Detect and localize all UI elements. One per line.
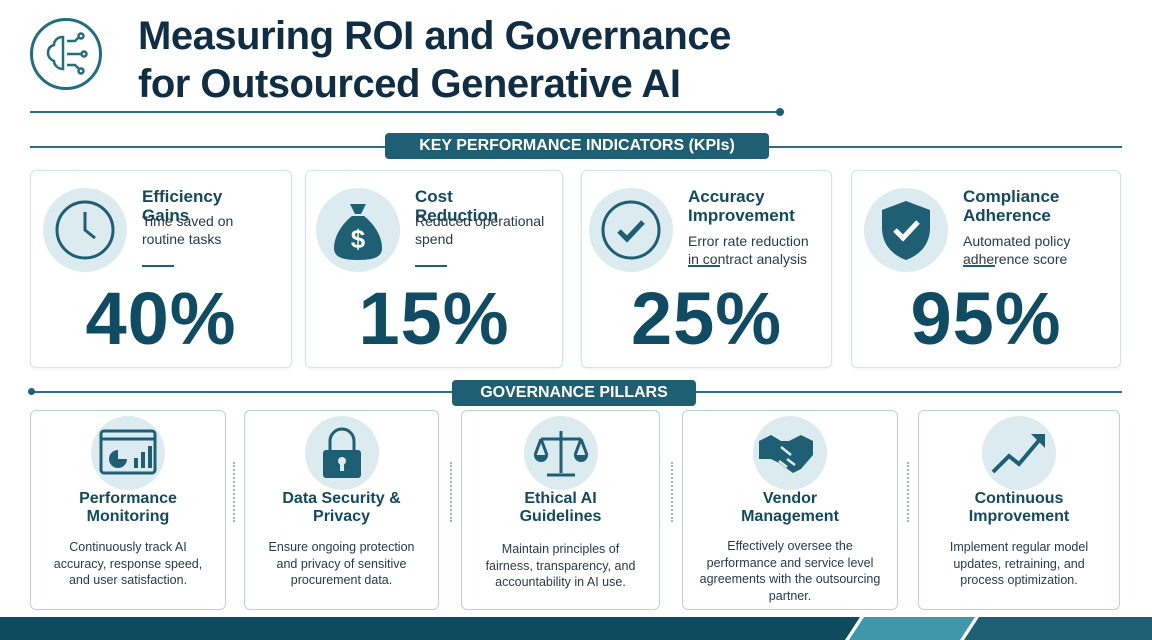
svg-text:$: $ — [351, 224, 366, 254]
lock-icon — [322, 427, 361, 478]
logo — [30, 18, 102, 90]
kpi-title: Efficiency Gains — [142, 187, 223, 225]
pillar-title: Vendor Management — [741, 490, 839, 525]
kpi-accent — [963, 265, 995, 267]
title: Measuring ROI and Governance — [138, 14, 731, 58]
pillar-description: Effectively oversee the performance and … — [699, 539, 881, 603]
section-label: GOVERNANCE PILLARS — [452, 380, 696, 406]
pillar-description: Implement regular model updates, retrain… — [949, 540, 1089, 587]
pillar-title: Performance Monitoring — [79, 490, 177, 525]
kpi-title: Accuracy Improvement — [688, 187, 795, 225]
brain-icon — [46, 32, 88, 75]
shield-icon — [882, 201, 930, 260]
kpi-accent — [415, 265, 447, 267]
footer-stripe — [0, 617, 1152, 640]
trend-icon — [991, 434, 1045, 474]
kpi-value: 25% — [630, 277, 783, 360]
pillar-title: Data Security & Privacy — [282, 490, 401, 525]
icon — [304, 416, 379, 490]
icon — [982, 416, 1056, 490]
dashboard-icon — [99, 429, 157, 475]
pillar-description: Continuously track AI accuracy, response… — [53, 540, 203, 587]
kpi-description: Reduced operational spend — [415, 213, 545, 247]
kpi-value: 95% — [910, 277, 1062, 360]
pillar-title: Continuous Improvement — [968, 490, 1070, 525]
kpi-title: Compliance Adherence — [963, 187, 1060, 225]
separator — [671, 462, 673, 522]
kpi-value: 15% — [358, 277, 510, 360]
kpi-title: Cost Reduction — [415, 187, 499, 225]
divider-dot — [776, 108, 784, 116]
kpi-description: Error rate reduction in contract analysi… — [688, 233, 809, 267]
kpi-accent — [688, 265, 720, 267]
pillar-title: Ethical AI Guidelines — [519, 490, 602, 525]
handshake-icon — [759, 435, 813, 473]
icon — [43, 188, 127, 272]
kpi-description: Time saved on routine tasks — [142, 213, 234, 247]
pillar-description: Ensure ongoing protection and privacy of… — [268, 540, 415, 587]
icon — [523, 416, 598, 490]
divider — [30, 111, 780, 113]
kpi-value: 40% — [85, 277, 237, 360]
separator — [450, 462, 452, 522]
check-icon — [601, 200, 661, 260]
kpi-accent — [142, 265, 174, 267]
title: for Outsourced Generative AI — [138, 62, 681, 106]
divider-dot — [28, 388, 35, 395]
icon — [864, 188, 948, 272]
icon — [91, 416, 165, 490]
scales-icon — [533, 431, 588, 477]
separator — [907, 462, 909, 522]
icon — [589, 188, 673, 272]
icon — [753, 416, 827, 490]
section-label: KEY PERFORMANCE INDICATORS (KPIs) — [385, 133, 769, 159]
money-bag-icon: $ — [334, 204, 382, 260]
kpi-description: Automated policy adherence score — [963, 233, 1071, 267]
icon: $ — [316, 188, 400, 272]
clock-icon — [55, 200, 115, 260]
separator — [233, 462, 235, 522]
pillar-description: Maintain principles of fairness, transpa… — [485, 542, 636, 589]
